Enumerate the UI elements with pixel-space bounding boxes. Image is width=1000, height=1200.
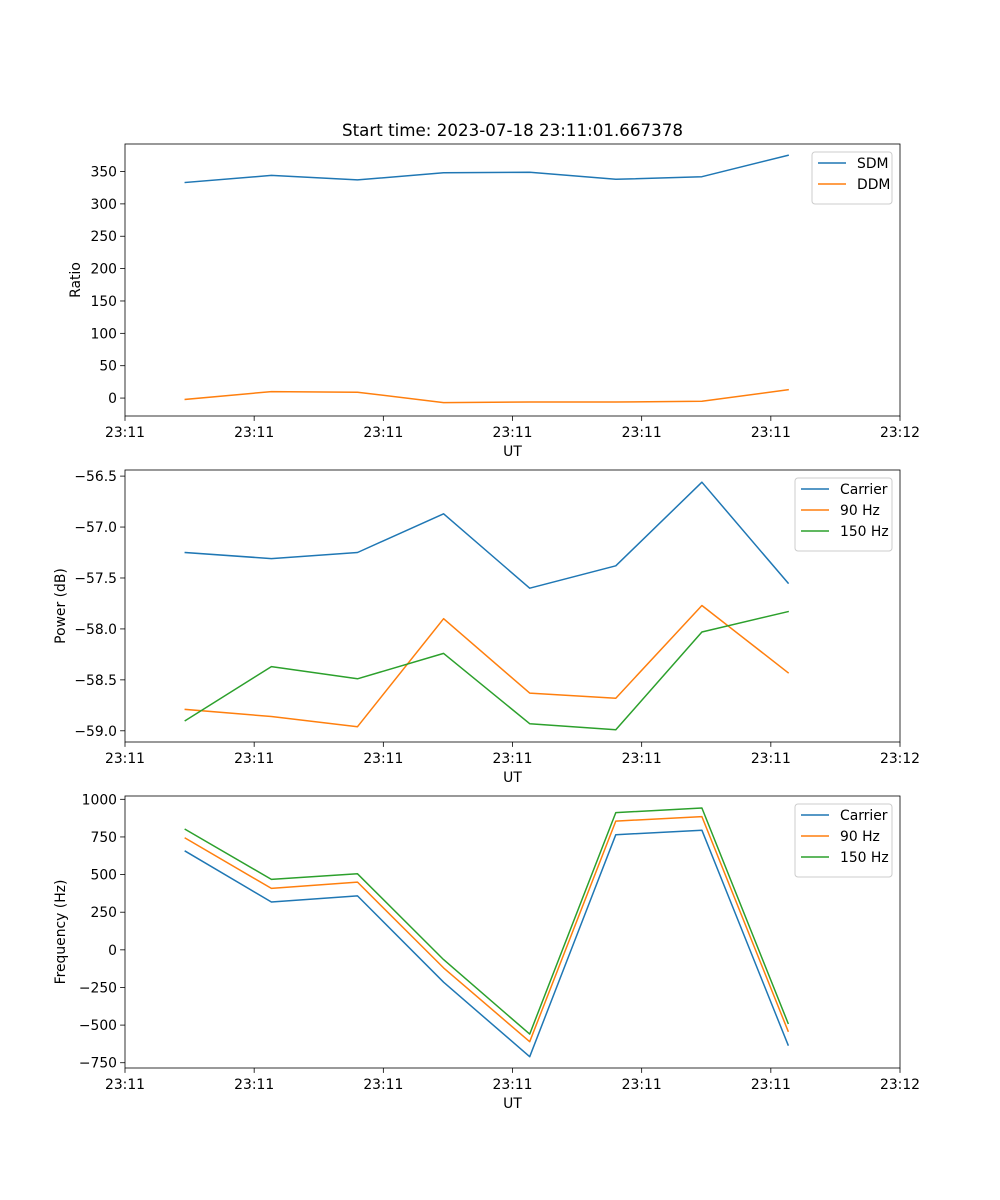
frequency-x-tick-label: 23:11: [105, 1077, 145, 1093]
ratio-x-tick-label: 23:11: [363, 425, 403, 441]
frequency-legend-box: [794, 803, 893, 878]
ratio-x-tick-label: 23:11: [492, 425, 532, 441]
frequency-series-150-hz-line: [184, 807, 790, 1035]
power-x-tick-label: 23:11: [751, 751, 791, 767]
ratio-x-tick-label: 23:11: [234, 425, 274, 441]
ratio-y-tick-label: 100: [90, 326, 117, 342]
ratio-y-tick-label: 150: [90, 294, 117, 310]
frequency-y-tick-label: −250: [79, 980, 117, 996]
power-y-tick-label: −58.5: [74, 673, 117, 689]
frequency-series-90-hz-line: [184, 815, 790, 1043]
frequency-y-tick-label: 500: [90, 868, 117, 884]
frequency-x-tick-label: 23:12: [880, 1077, 920, 1093]
ratio-chart: 23:11 23:11 23:11 23:11 23:11 23:11 23:12 0 50 10…: [68, 143, 920, 460]
frequency-x-tick-label: 23:11: [234, 1077, 274, 1093]
ratio-legend-label-sdm: SDM: [857, 156, 889, 172]
frequency-x-tick-label: 23:11: [622, 1077, 662, 1093]
ratio-y-tick-label: 300: [90, 197, 117, 213]
power-x-axis-label: UT: [503, 770, 522, 786]
power-legend-label-90-hz: 90 Hz: [840, 503, 880, 519]
power-series-carrier-line: [184, 481, 790, 589]
power-legend-box: [794, 477, 893, 552]
ratio-series-sdm-line: [184, 154, 790, 184]
ratio-legend-box: [811, 151, 893, 205]
power-y-tick-label: −56.5: [74, 469, 117, 485]
power-y-tick-label: −58.0: [74, 622, 117, 638]
frequency-chart: 23:11 23:11 23:11 23:11 23:11 23:11 23:12 −750 −…: [53, 792, 920, 1112]
frequency-legend-label-150-hz: 150 Hz: [840, 850, 889, 866]
ratio-x-tick-label: 23:11: [622, 425, 662, 441]
frequency-y-tick-label: 1000: [82, 792, 117, 808]
ratio-legend-label-ddm: DDM: [857, 177, 890, 193]
frequency-legend-label-90-hz: 90 Hz: [840, 829, 880, 845]
ratio-x-tick-label: 23:11: [751, 425, 791, 441]
frequency-x-tick-label: 23:11: [751, 1077, 791, 1093]
power-series-150-hz-line: [184, 610, 790, 731]
ratio-y-tick-label: 0: [108, 391, 117, 407]
power-y-tick-label: −59.0: [74, 724, 117, 740]
power-x-tick-label: 23:11: [363, 751, 403, 767]
ratio-y-tick-label: 50: [99, 359, 117, 375]
frequency-y-tick-label: −500: [79, 1018, 117, 1034]
power-series-90-hz-line: [184, 604, 790, 728]
power-x-tick-label: 23:11: [234, 751, 274, 767]
power-y-tick-label: −57.5: [74, 571, 117, 587]
power-y-axis-label: Power (dB): [53, 568, 69, 644]
frequency-y-tick-label: 250: [90, 905, 117, 921]
frequency-x-tick-label: 23:11: [363, 1077, 403, 1093]
power-legend-label-150-hz: 150 Hz: [840, 524, 889, 540]
ratio-y-tick-label: 250: [90, 229, 117, 245]
ratio-y-axis-label: Ratio: [68, 262, 84, 298]
frequency-y-tick-label: −750: [79, 1056, 117, 1072]
power-x-tick-label: 23:11: [105, 751, 145, 767]
power-x-tick-label: 23:12: [880, 751, 920, 767]
frequency-x-axis-label: UT: [503, 1096, 522, 1112]
ratio-y-tick-label: 200: [90, 262, 117, 278]
frequency-y-axis-label: Frequency (Hz): [53, 880, 69, 985]
frequency-series-carrier-line: [184, 829, 790, 1058]
frequency-x-tick-label: 23:11: [492, 1077, 532, 1093]
ratio-x-axis-label: UT: [503, 444, 522, 460]
power-x-tick-label: 23:11: [622, 751, 662, 767]
chart-title: Start time: 2023-07-18 23:11:01.667378: [342, 120, 683, 140]
frequency-y-tick-label: 0: [108, 943, 117, 959]
power-x-tick-label: 23:11: [492, 751, 532, 767]
ratio-x-tick-label: 23:11: [105, 425, 145, 441]
frequency-legend-label-carrier: Carrier: [840, 808, 888, 824]
frequency-y-tick-label: 750: [90, 830, 117, 846]
power-y-tick-label: −57.0: [74, 520, 117, 536]
power-chart: 23:11 23:11 23:11 23:11 23:11 23:11 23:12 −59.0…: [53, 469, 920, 786]
ratio-series-ddm-line: [184, 388, 789, 404]
ratio-y-tick-label: 350: [90, 165, 117, 181]
ratio-x-tick-label: 23:12: [880, 425, 920, 441]
power-legend-label-carrier: Carrier: [840, 482, 888, 498]
